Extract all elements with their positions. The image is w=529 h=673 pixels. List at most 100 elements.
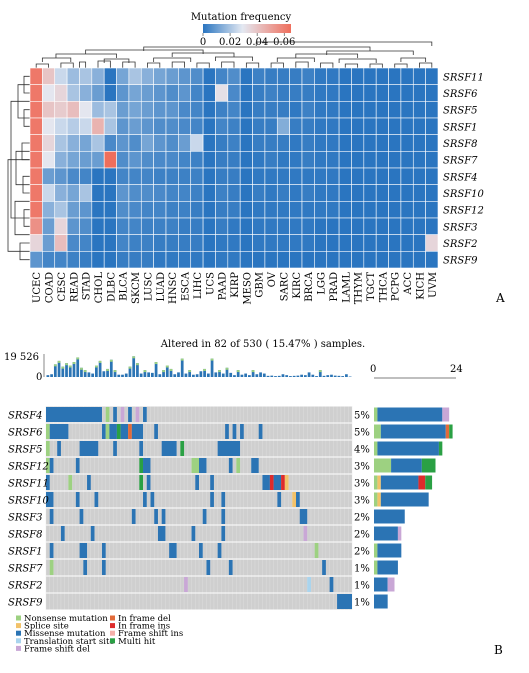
side-bar-segment bbox=[442, 407, 450, 422]
heatmap-cell bbox=[42, 184, 56, 202]
heatmap-cell bbox=[227, 101, 241, 119]
heatmap-cell bbox=[276, 67, 290, 85]
heatmap-cell bbox=[351, 151, 365, 169]
heatmap-column-label: TGCT bbox=[366, 272, 377, 301]
mutation-block bbox=[49, 458, 54, 473]
side-bar-segment bbox=[380, 475, 419, 490]
heatmap-cell bbox=[215, 201, 229, 219]
heatmap-cell bbox=[412, 217, 426, 235]
mutation-block bbox=[46, 458, 50, 473]
heatmap-cell bbox=[351, 117, 365, 135]
colorbar-tick-label: 0.02 bbox=[219, 37, 241, 48]
heatmap-column-label: LAML bbox=[341, 272, 352, 303]
heatmap-cell bbox=[412, 67, 426, 85]
heatmap-cell bbox=[326, 251, 340, 269]
heatmap-cell bbox=[239, 84, 253, 102]
heatmap-cell bbox=[276, 117, 290, 135]
heatmap-cell bbox=[29, 217, 43, 235]
heatmap-cell bbox=[239, 234, 253, 252]
heatmap-cell bbox=[400, 117, 414, 135]
percent-label: 5% bbox=[354, 428, 370, 439]
top-bar-cap bbox=[128, 366, 132, 369]
heatmap-cell bbox=[116, 67, 130, 85]
top-bar bbox=[177, 372, 180, 377]
column-dendrogram-branch bbox=[320, 62, 334, 68]
mutation-block bbox=[128, 407, 132, 422]
heatmap-cell bbox=[165, 251, 179, 269]
side-bar-segment bbox=[374, 526, 398, 541]
top-bar bbox=[46, 375, 50, 377]
mutation-block bbox=[79, 441, 99, 456]
heatmap-cell bbox=[202, 251, 216, 269]
heatmap-cell bbox=[289, 101, 303, 119]
heatmap-cell bbox=[388, 67, 402, 85]
heatmap-cell bbox=[178, 201, 192, 219]
heatmap-row-label: SRSF6 bbox=[443, 89, 478, 100]
top-bar bbox=[117, 374, 121, 377]
mutation-block bbox=[221, 526, 226, 541]
heatmap-cell bbox=[103, 84, 117, 102]
heatmap-cell bbox=[264, 234, 278, 252]
heatmap-cell bbox=[190, 84, 204, 102]
column-dendrogram-branch bbox=[153, 57, 192, 62]
mutation-block bbox=[120, 424, 129, 439]
heatmap-cell bbox=[412, 234, 426, 252]
gene-label: SRSF11 bbox=[8, 479, 49, 490]
heatmap-cell bbox=[363, 234, 377, 252]
heatmap-cell bbox=[190, 184, 204, 202]
gene-label: SRSF5 bbox=[8, 445, 43, 456]
heatmap-cell bbox=[91, 217, 105, 235]
heatmap-cell bbox=[338, 234, 352, 252]
side-bar-segment bbox=[374, 475, 378, 490]
side-bar-segment bbox=[377, 543, 402, 558]
heatmap-cell bbox=[338, 67, 352, 85]
heatmap-cell bbox=[412, 151, 426, 169]
mutation-block bbox=[210, 475, 214, 490]
heatmap-cell bbox=[79, 234, 93, 252]
heatmap-column-label: GBM bbox=[255, 272, 266, 298]
heatmap-cell bbox=[252, 84, 266, 102]
top-bar bbox=[80, 367, 83, 377]
heatmap-cell bbox=[103, 201, 117, 219]
heatmap-column-label: THCA bbox=[378, 271, 389, 302]
heatmap-cell bbox=[215, 101, 229, 119]
heatmap-cell bbox=[103, 184, 117, 202]
top-bar bbox=[259, 372, 262, 377]
side-bar-segment bbox=[425, 475, 433, 490]
heatmap-cell bbox=[42, 101, 56, 119]
heatmap-cell bbox=[375, 134, 389, 152]
percent-label: 1% bbox=[354, 564, 370, 575]
mutation-block bbox=[299, 509, 308, 524]
column-dendrogram-branch bbox=[255, 41, 433, 46]
heatmap-cell bbox=[363, 167, 377, 185]
heatmap-cell bbox=[425, 101, 439, 119]
heatmap-cell bbox=[227, 151, 241, 169]
row-dendrogram bbox=[7, 75, 30, 261]
gene-label: SRSF9 bbox=[8, 598, 43, 609]
heatmap-cell bbox=[153, 251, 167, 269]
heatmap-cell bbox=[239, 184, 253, 202]
heatmap-cell bbox=[165, 234, 179, 252]
heatmap-cell bbox=[326, 101, 340, 119]
mutation-block bbox=[90, 526, 95, 541]
heatmap-cell bbox=[338, 184, 352, 202]
heatmap-column-label: CESC bbox=[57, 272, 68, 302]
heatmap-cell bbox=[103, 101, 117, 119]
top-bar bbox=[87, 372, 91, 377]
heatmap-cell bbox=[91, 184, 105, 202]
heatmap-cell bbox=[351, 234, 365, 252]
heatmap-cell bbox=[301, 234, 315, 252]
heatmap-cell bbox=[116, 184, 130, 202]
heatmap-cell bbox=[79, 167, 93, 185]
heatmap-cell bbox=[351, 67, 365, 85]
mutation-block bbox=[292, 492, 297, 507]
mutation-block bbox=[199, 458, 207, 473]
top-bar bbox=[251, 370, 255, 377]
heatmap-cell bbox=[54, 201, 68, 219]
top-bar-cap bbox=[65, 363, 68, 366]
heatmap-cell bbox=[215, 184, 229, 202]
colorbar-tick-label: 0.04 bbox=[246, 37, 268, 48]
heatmap-cell bbox=[165, 67, 179, 85]
percent-label: 1% bbox=[354, 598, 370, 609]
